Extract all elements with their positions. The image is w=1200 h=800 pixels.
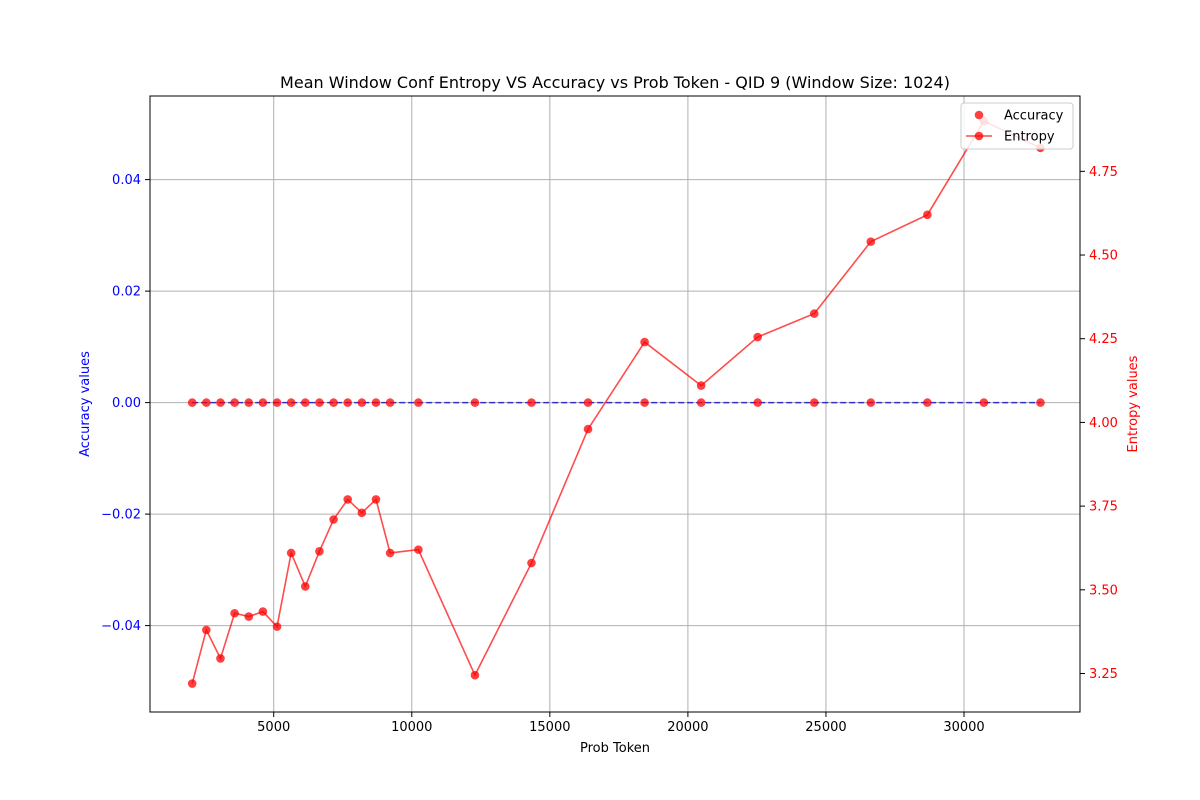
entropy-point	[230, 608, 239, 618]
left-y-axis-ticks: −0.04 −0.02 0.00 0.02 0.04	[101, 173, 150, 634]
entropy-point	[244, 612, 254, 621]
accuracy-point	[866, 398, 876, 407]
accuracy-point	[329, 398, 338, 407]
plot-frame	[149, 95, 1081, 713]
accuracy-point	[272, 398, 282, 407]
accuracy-point	[696, 398, 706, 407]
entropy-point	[583, 424, 593, 434]
right-y-tick-label: 4.50	[1089, 249, 1118, 264]
entropy-point	[300, 582, 310, 591]
accuracy-point	[187, 398, 197, 407]
accuracy-point	[414, 398, 423, 407]
legend-entropy-label: Entropy	[1004, 130, 1055, 145]
entropy-point	[216, 654, 225, 663]
accuracy-point	[300, 398, 310, 407]
legend-box	[960, 102, 1074, 150]
legend-accuracy-marker	[974, 110, 984, 120]
entropy-point	[315, 547, 324, 556]
x-tick-label: 25000	[805, 720, 846, 735]
x-tick-label: 20000	[667, 720, 708, 735]
x-axis-ticks: 5000 10000 15000 20000 25000 30000	[257, 712, 985, 735]
right-y-tick-label: 3.25	[1089, 667, 1118, 682]
right-y-tick-label: 4.25	[1089, 332, 1118, 347]
entropy-point	[696, 381, 706, 390]
accuracy-point	[286, 398, 296, 407]
entropy-point	[809, 309, 819, 318]
entropy-point	[414, 545, 423, 554]
left-y-tick-label: 0.04	[112, 173, 141, 188]
entropy-point	[640, 337, 649, 347]
entropy-point	[329, 515, 338, 524]
right-y-axis-label: Entropy values	[1126, 355, 1141, 452]
entropy-point	[258, 607, 268, 616]
grid-lines	[150, 96, 1080, 712]
entropy-point	[470, 670, 480, 680]
accuracy-point	[470, 398, 480, 407]
accuracy-point	[923, 398, 932, 407]
entropy-point	[385, 548, 395, 558]
accuracy-markers	[187, 398, 1045, 407]
entropy-point	[866, 237, 876, 246]
x-tick-label: 30000	[943, 720, 984, 735]
right-y-tick-label: 4.75	[1089, 165, 1118, 180]
accuracy-point	[1036, 398, 1045, 407]
right-y-axis-ticks: 3.25 3.50 3.75 4.00 4.25 4.50 4.75	[1080, 165, 1118, 682]
legend: Accuracy Entropy	[960, 102, 1074, 150]
left-y-axis-label: Accuracy values	[78, 351, 93, 457]
accuracy-point	[753, 398, 763, 407]
accuracy-point	[230, 398, 239, 407]
accuracy-point	[527, 398, 536, 407]
chart-title: Mean Window Conf Entropy VS Accuracy vs …	[280, 73, 950, 92]
entropy-point	[202, 625, 211, 635]
entropy-point	[357, 508, 367, 518]
x-axis-label: Prob Token	[580, 741, 650, 756]
right-y-tick-label: 4.00	[1089, 416, 1118, 431]
accuracy-point	[357, 398, 367, 407]
x-tick-label: 10000	[391, 720, 432, 735]
accuracy-point	[583, 398, 593, 407]
entropy-point	[923, 210, 932, 220]
accuracy-point	[315, 398, 324, 407]
left-y-tick-label: −0.02	[101, 508, 141, 523]
left-y-tick-label: 0.02	[112, 285, 141, 300]
accuracy-point	[371, 398, 381, 407]
entropy-point	[286, 548, 296, 558]
accuracy-point	[343, 398, 353, 407]
accuracy-point	[244, 398, 254, 407]
entropy-point	[753, 332, 763, 342]
accuracy-point	[202, 398, 211, 407]
entropy-point	[272, 622, 282, 631]
accuracy-point	[258, 398, 268, 407]
entropy-markers	[187, 116, 1045, 688]
accuracy-point	[216, 398, 225, 407]
left-y-tick-label: 0.00	[112, 396, 141, 411]
legend-entropy-marker	[974, 131, 984, 141]
accuracy-point	[385, 398, 395, 407]
left-y-tick-label: −0.04	[101, 619, 141, 634]
right-y-tick-label: 3.50	[1089, 583, 1118, 598]
x-tick-label: 5000	[257, 720, 290, 735]
accuracy-point	[809, 398, 819, 407]
accuracy-point	[979, 398, 989, 407]
entropy-point	[343, 495, 353, 504]
entropy-point	[371, 495, 381, 504]
accuracy-point	[640, 398, 649, 407]
right-y-tick-label: 3.75	[1089, 500, 1118, 515]
legend-accuracy-label: Accuracy	[1004, 109, 1064, 124]
entropy-point	[187, 679, 197, 688]
entropy-point	[527, 558, 536, 568]
x-tick-label: 15000	[529, 720, 570, 735]
